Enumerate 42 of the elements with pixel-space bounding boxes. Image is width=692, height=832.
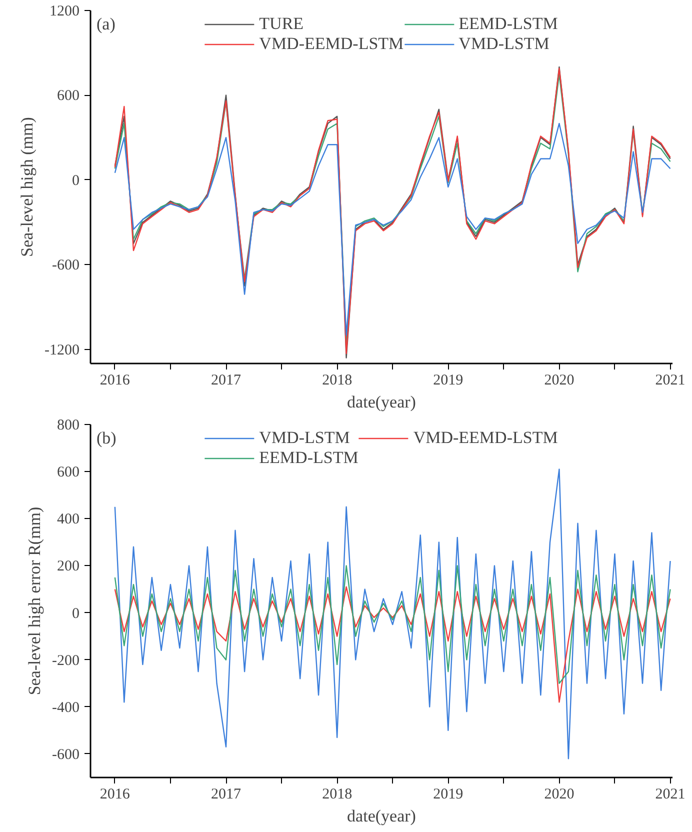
y-tick-label: 400 [57,512,80,528]
y-axis-title: Sea-level high (mm) [18,117,37,257]
y-tick-label: 0 [72,606,80,622]
legend-label: VMD-LSTM [458,34,550,54]
y-tick-label: 600 [57,464,80,481]
y-tick-label: 200 [57,558,80,575]
line-series [114,122,671,336]
legend-label: TURE [259,14,304,34]
legend-label: EEMD-LSTM [259,448,358,468]
legend-label: VMD-LSTM [259,428,350,448]
y-tick-label: -600 [52,258,80,274]
x-axis-title: date(year) [347,392,416,412]
legend-label: VMD-EEMD-LSTM [259,34,404,54]
x-tick-label: 2017 [211,786,242,802]
x-tick-label: 2021 [655,372,686,388]
chart-title: (b) [96,428,116,448]
x-tick-label: 2020 [544,786,574,802]
y-tick-label: 0 [72,172,80,189]
legend-label: VMD-EEMD-LSTM [413,428,558,448]
y-tick-label: -400 [52,700,80,716]
chart-title: (a) [96,14,116,34]
y-tick-label: -200 [52,652,80,669]
y-tick-label: 1200 [50,4,80,20]
y-tick-label: -600 [52,746,80,763]
line-series [114,468,671,760]
x-tick-label: 2021 [655,786,686,802]
x-tick-label: 2016 [100,372,130,388]
x-tick-label: 2019 [433,786,464,802]
y-tick-label: -1200 [44,342,80,358]
y-tick-label: 600 [57,88,80,104]
x-axis-title: date(year) [347,806,416,826]
x-tick-label: 2020 [544,372,574,388]
x-tick-label: 2018 [322,372,352,388]
line-series [114,586,671,703]
legend-label: EEMD-LSTM [458,14,558,34]
x-tick-label: 2019 [433,372,464,388]
x-tick-label: 2016 [100,786,130,802]
y-axis-title: Sea-level high error R(mm) [25,506,44,696]
y-tick-label: 800 [57,418,80,434]
x-tick-label: 2018 [322,786,352,802]
line-series [114,565,671,684]
x-tick-label: 2017 [211,372,242,388]
